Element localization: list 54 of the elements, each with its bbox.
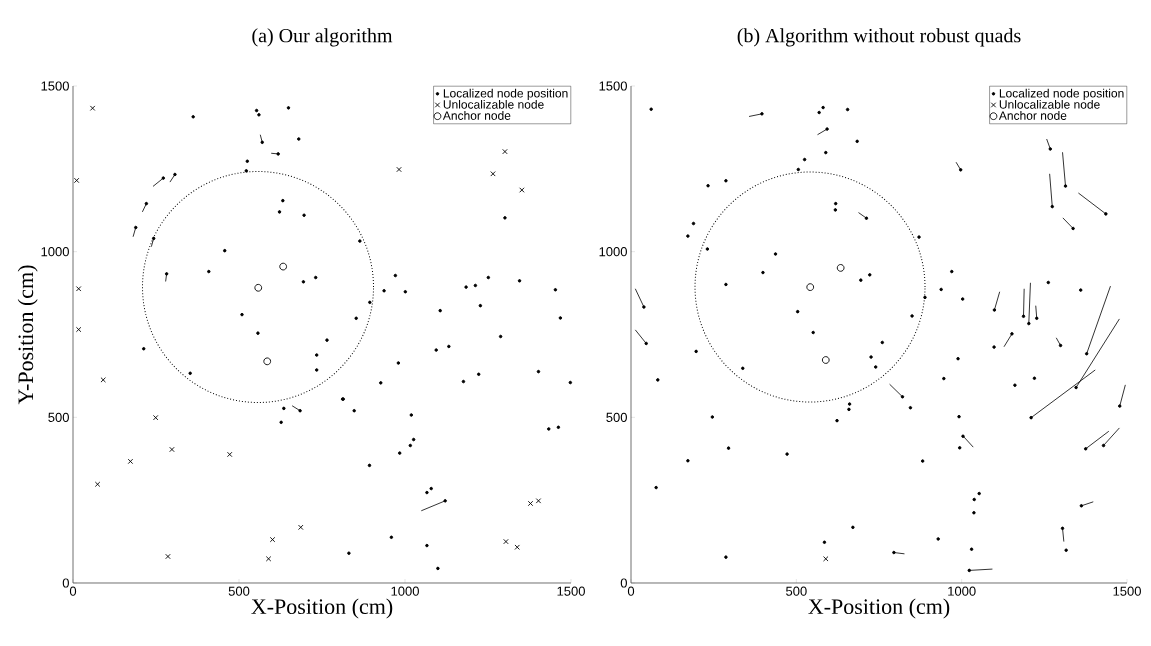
y-tick-label: 1500 bbox=[41, 81, 69, 91]
point bbox=[279, 262, 288, 271]
y-tick-label: 1000 bbox=[41, 247, 69, 257]
x-axis-title: X-Position (cm) bbox=[251, 598, 393, 619]
legend-label: Localized node position bbox=[443, 88, 568, 100]
point bbox=[821, 356, 830, 364]
y-tick-label: 500 bbox=[606, 412, 627, 422]
point bbox=[169, 446, 175, 453]
x-tick-label: 1000 bbox=[391, 586, 419, 596]
x-tick-label: 0 bbox=[69, 586, 77, 596]
point bbox=[396, 166, 402, 173]
x-axis-title: X-Position (cm) bbox=[808, 598, 950, 619]
point bbox=[514, 544, 520, 550]
point bbox=[75, 286, 82, 292]
legend-label: Localized node position bbox=[999, 88, 1124, 100]
x-tick-label: 500 bbox=[228, 586, 250, 596]
point bbox=[519, 187, 525, 193]
point bbox=[503, 538, 509, 545]
legend-label: Unlocalizable node bbox=[999, 99, 1100, 109]
x-tick-label: 1500 bbox=[557, 586, 585, 596]
point bbox=[75, 326, 82, 333]
point bbox=[823, 556, 829, 562]
y-tick-label: 0 bbox=[620, 578, 627, 588]
x-tick-label: 1000 bbox=[948, 586, 976, 596]
point bbox=[269, 536, 276, 543]
point bbox=[265, 556, 272, 562]
point bbox=[100, 377, 106, 383]
point bbox=[94, 481, 101, 487]
point bbox=[127, 458, 134, 465]
y-tick-label: 500 bbox=[48, 412, 69, 422]
y-tick-label: 1500 bbox=[599, 81, 627, 91]
point bbox=[73, 177, 80, 184]
chart-title: (b) Algorithm without robust quads bbox=[737, 28, 1021, 47]
point bbox=[227, 451, 233, 458]
point bbox=[89, 105, 96, 111]
y-axis-title: Y-Position (cm) bbox=[17, 265, 38, 405]
legend-label: Anchor node bbox=[442, 111, 511, 120]
point bbox=[502, 148, 508, 155]
y-tick-label: 1000 bbox=[599, 247, 627, 257]
point bbox=[298, 524, 304, 531]
point bbox=[152, 414, 159, 421]
point bbox=[165, 553, 171, 560]
point bbox=[490, 171, 496, 177]
point bbox=[836, 264, 845, 272]
chart-title: (a) Our algorithm bbox=[252, 28, 393, 47]
point bbox=[254, 283, 263, 292]
legend-label: Unlocalizable node bbox=[443, 99, 544, 109]
point bbox=[535, 498, 542, 504]
y-tick-label: 0 bbox=[62, 578, 69, 588]
x-tick-label: 0 bbox=[627, 586, 635, 596]
legend-label: Anchor node bbox=[998, 111, 1067, 120]
x-tick-label: 1500 bbox=[1113, 586, 1141, 596]
point bbox=[263, 357, 272, 366]
x-tick-label: 500 bbox=[786, 586, 807, 596]
